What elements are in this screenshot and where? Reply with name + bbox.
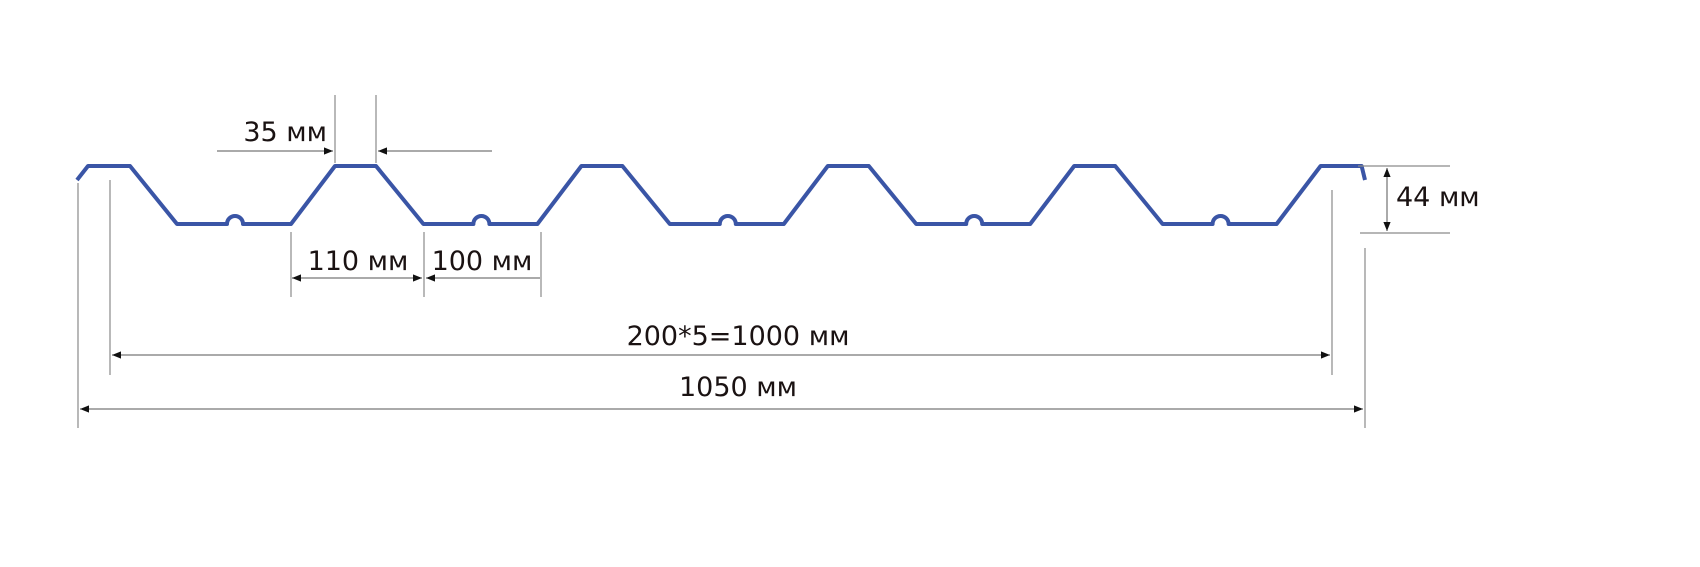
effective-width-dimension: 200*5=1000 мм [109, 180, 1333, 375]
height-label: 44 мм [1396, 182, 1480, 213]
total-width-dimension: 1050 мм [77, 183, 1366, 428]
trough-base-label: 110 мм [308, 246, 409, 277]
total-width-label: 1050 мм [679, 372, 797, 403]
height-dimension: 44 мм [1358, 165, 1480, 234]
effective-width-label: 200*5=1000 мм [627, 321, 850, 352]
crest-width-label: 35 мм [243, 117, 327, 148]
crest-width-dimension: 35 мм [217, 95, 492, 163]
sheet-profile [75, 164, 1367, 226]
trough-flat-label: 100 мм [432, 246, 533, 277]
trough-dimensions: 110 мм 100 мм [290, 232, 542, 297]
